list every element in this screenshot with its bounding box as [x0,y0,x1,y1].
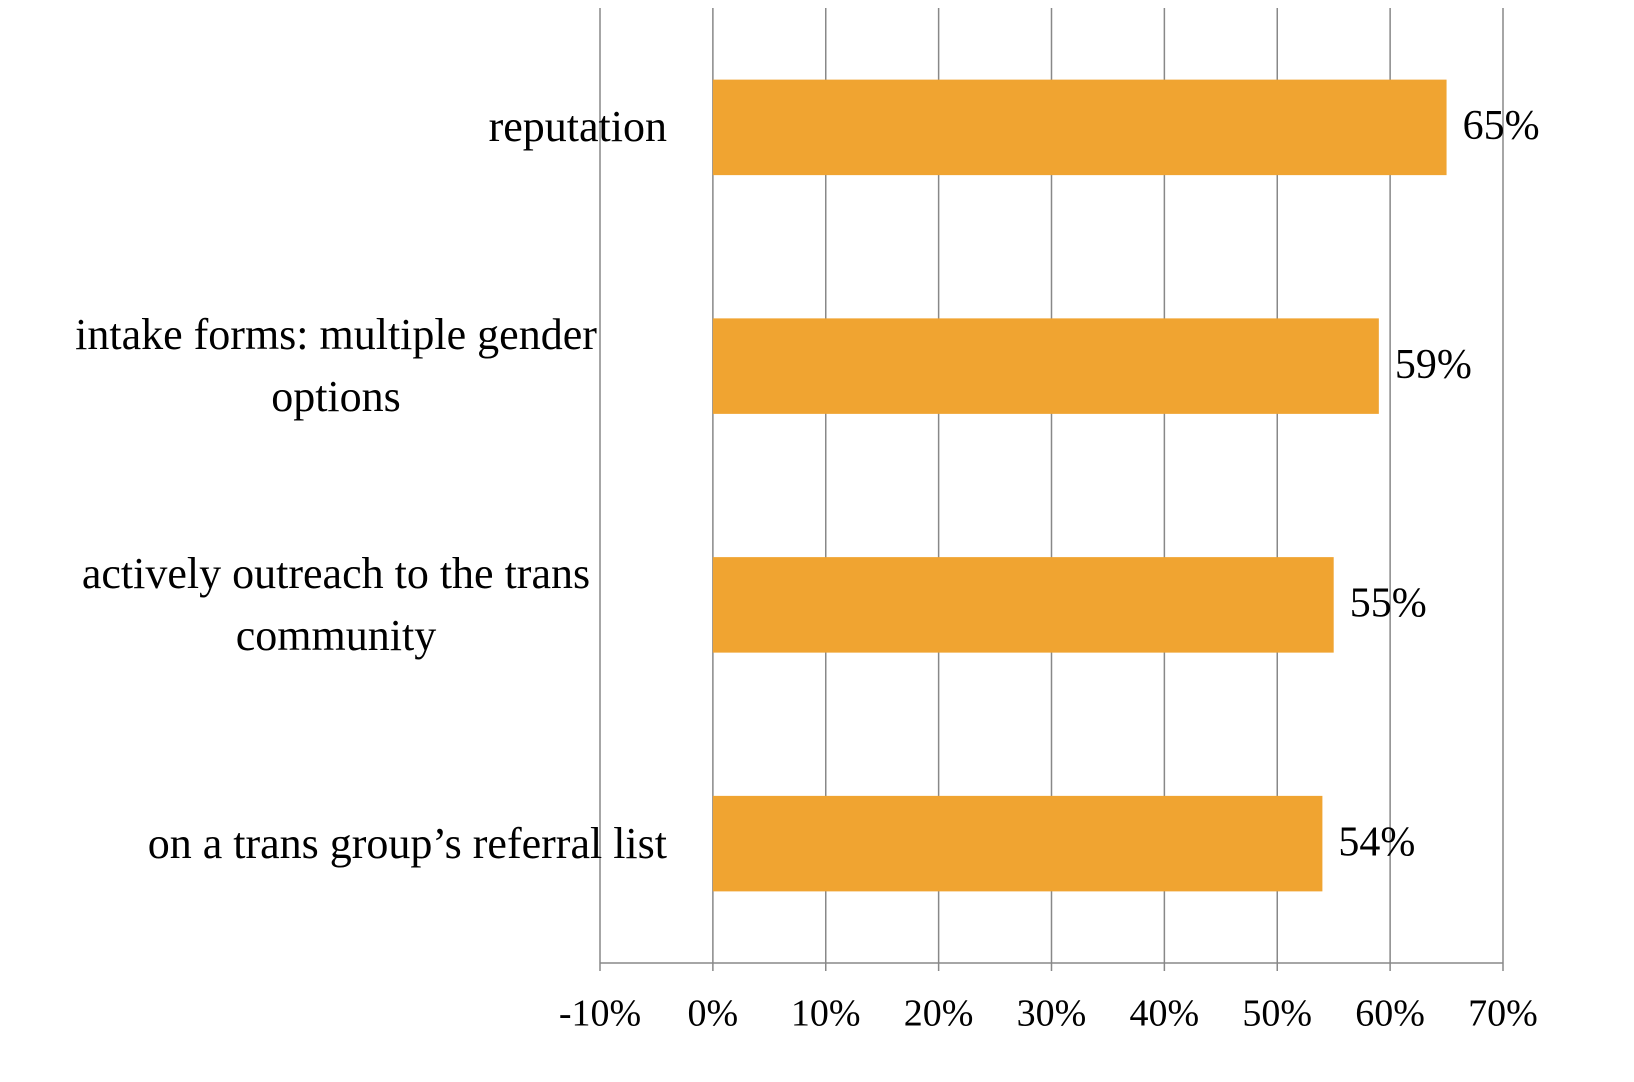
x-tick-label: 60% [1355,993,1425,1035]
x-tick-label: 40% [1130,993,1200,1035]
x-tick-label: 0% [688,993,739,1035]
data-label: 65% [1463,103,1540,149]
bar [712,79,1447,176]
category-label: actively outreach to the trans community [81,548,591,660]
x-tick-label: 30% [1017,993,1087,1035]
x-tick-label: 20% [904,993,974,1035]
data-label: 59% [1395,342,1472,388]
x-tick-label: -10% [559,993,641,1035]
bar [712,557,1334,653]
data-label: 55% [1350,581,1427,627]
category-label: intake forms: multiple gender options [75,310,597,422]
x-tick-label: 50% [1242,993,1312,1035]
category-label: reputation [488,102,667,152]
x-tick-label: 70% [1468,993,1538,1035]
data-label: 54% [1338,819,1415,865]
category-label: on a trans group’s referral list [147,818,667,868]
bar [712,795,1323,892]
x-tick-label: 10% [791,993,861,1035]
bar [712,318,1379,414]
